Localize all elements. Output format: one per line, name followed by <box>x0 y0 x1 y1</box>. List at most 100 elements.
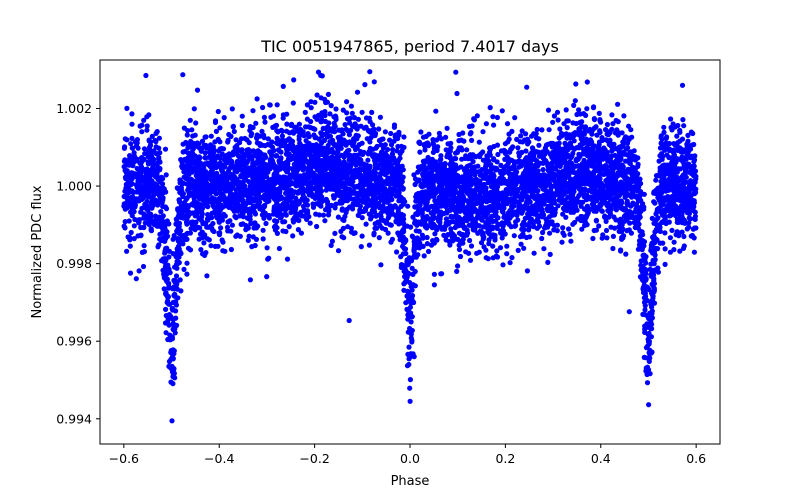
data-point <box>198 247 204 253</box>
data-point <box>126 218 132 224</box>
data-point <box>309 148 315 154</box>
data-point <box>146 138 152 144</box>
data-point <box>395 230 401 236</box>
data-point <box>615 101 621 107</box>
data-point <box>649 304 655 310</box>
data-point <box>422 147 428 153</box>
data-point <box>411 248 417 254</box>
data-point <box>133 276 139 282</box>
data-point <box>653 236 659 242</box>
data-point <box>358 244 364 250</box>
data-point <box>616 154 622 160</box>
data-point <box>601 145 607 151</box>
data-point <box>248 221 254 227</box>
data-point <box>540 155 546 161</box>
data-point <box>395 135 401 142</box>
data-point <box>580 199 586 205</box>
data-point <box>159 258 165 264</box>
data-point <box>362 82 368 88</box>
data-point <box>583 112 589 118</box>
data-point <box>199 138 206 144</box>
data-point <box>613 203 619 210</box>
data-point <box>313 201 319 207</box>
data-point <box>296 201 302 207</box>
data-point <box>246 216 252 222</box>
data-point <box>352 196 358 202</box>
data-point <box>253 195 259 202</box>
data-point <box>208 243 214 249</box>
data-point <box>354 89 361 95</box>
data-point <box>163 245 169 252</box>
data-point <box>265 136 271 142</box>
data-point <box>194 87 201 93</box>
data-point <box>284 256 291 262</box>
data-point <box>491 199 497 205</box>
data-point <box>379 225 385 231</box>
data-point <box>588 206 594 212</box>
data-point <box>280 83 286 89</box>
data-point <box>579 226 585 232</box>
data-point <box>655 246 661 252</box>
data-point <box>507 260 513 266</box>
data-point <box>180 208 186 214</box>
data-point <box>494 142 501 148</box>
data-point <box>302 109 308 115</box>
data-point <box>184 271 190 277</box>
data-point <box>189 127 195 133</box>
data-point <box>184 141 191 147</box>
data-point <box>424 234 430 241</box>
data-point <box>122 157 128 163</box>
data-point <box>343 126 349 132</box>
data-point <box>624 213 630 220</box>
data-point <box>261 114 267 120</box>
data-point <box>657 240 663 246</box>
data-point <box>515 177 522 183</box>
data-point <box>401 134 407 140</box>
data-point <box>124 248 130 254</box>
data-point <box>376 235 382 241</box>
data-point <box>548 189 554 195</box>
data-point <box>557 163 563 169</box>
data-point <box>314 163 320 169</box>
data-point <box>217 139 223 145</box>
data-point <box>122 219 128 225</box>
data-point <box>370 208 376 214</box>
data-point <box>262 162 268 168</box>
data-point <box>202 134 208 140</box>
data-point <box>646 316 652 322</box>
data-point <box>314 223 320 230</box>
data-point <box>348 127 354 133</box>
data-point <box>494 254 501 260</box>
data-point <box>234 143 240 149</box>
data-point <box>339 206 345 212</box>
data-point <box>407 385 413 391</box>
data-point <box>241 169 247 175</box>
data-point <box>389 196 395 203</box>
data-point <box>136 268 142 274</box>
data-point <box>625 145 631 151</box>
data-point <box>474 113 480 119</box>
data-point <box>218 225 224 231</box>
data-point <box>526 139 532 145</box>
data-point <box>138 224 144 231</box>
data-point <box>396 129 402 135</box>
data-point <box>342 213 348 220</box>
data-point <box>603 218 609 224</box>
data-point <box>229 222 235 228</box>
data-point <box>555 117 561 123</box>
data-point <box>500 262 506 268</box>
data-point <box>589 131 595 137</box>
data-point <box>395 143 401 150</box>
data-point <box>301 133 307 139</box>
data-point <box>642 307 648 313</box>
data-point <box>127 270 134 276</box>
data-point <box>625 140 631 146</box>
data-point <box>215 108 221 115</box>
data-point <box>678 157 684 163</box>
data-point <box>491 122 497 128</box>
data-point <box>331 124 337 131</box>
data-point <box>191 106 197 112</box>
data-point <box>506 136 512 142</box>
data-point <box>688 178 694 184</box>
data-point <box>497 245 504 251</box>
